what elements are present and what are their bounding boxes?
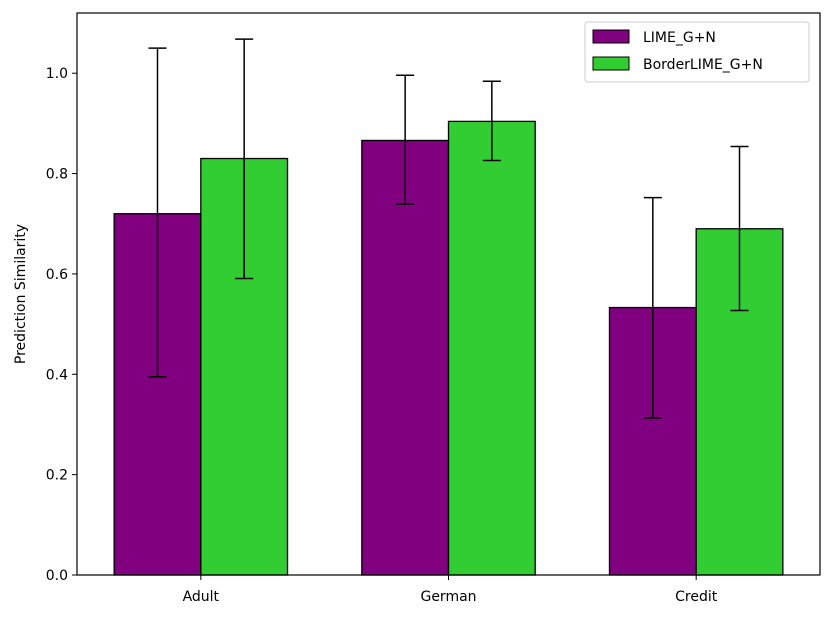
x-tick-label: Credit	[675, 589, 718, 605]
bar-LIME_G+N-German	[361, 139, 450, 576]
x-tick-label: Adult	[183, 589, 220, 605]
y-tick-label: 0.4	[46, 367, 68, 383]
legend	[584, 21, 810, 83]
legend-label: LIME_G+N	[643, 30, 716, 46]
x-tick-label: German	[420, 589, 476, 605]
bar-BorderLIME_G+N-German	[447, 120, 536, 576]
legend-label: BorderLIME_G+N	[643, 57, 763, 73]
y-tick-label: 0.8	[46, 167, 68, 183]
y-tick-label: 0.6	[46, 267, 68, 283]
y-tick-label: 0.0	[46, 568, 68, 584]
y-tick-label: 0.2	[46, 468, 68, 484]
y-tick-label: 1.0	[46, 66, 68, 82]
legend-swatch	[592, 29, 630, 44]
y-axis-label: Prediction Similarity	[13, 224, 29, 364]
legend-swatch	[592, 56, 630, 71]
